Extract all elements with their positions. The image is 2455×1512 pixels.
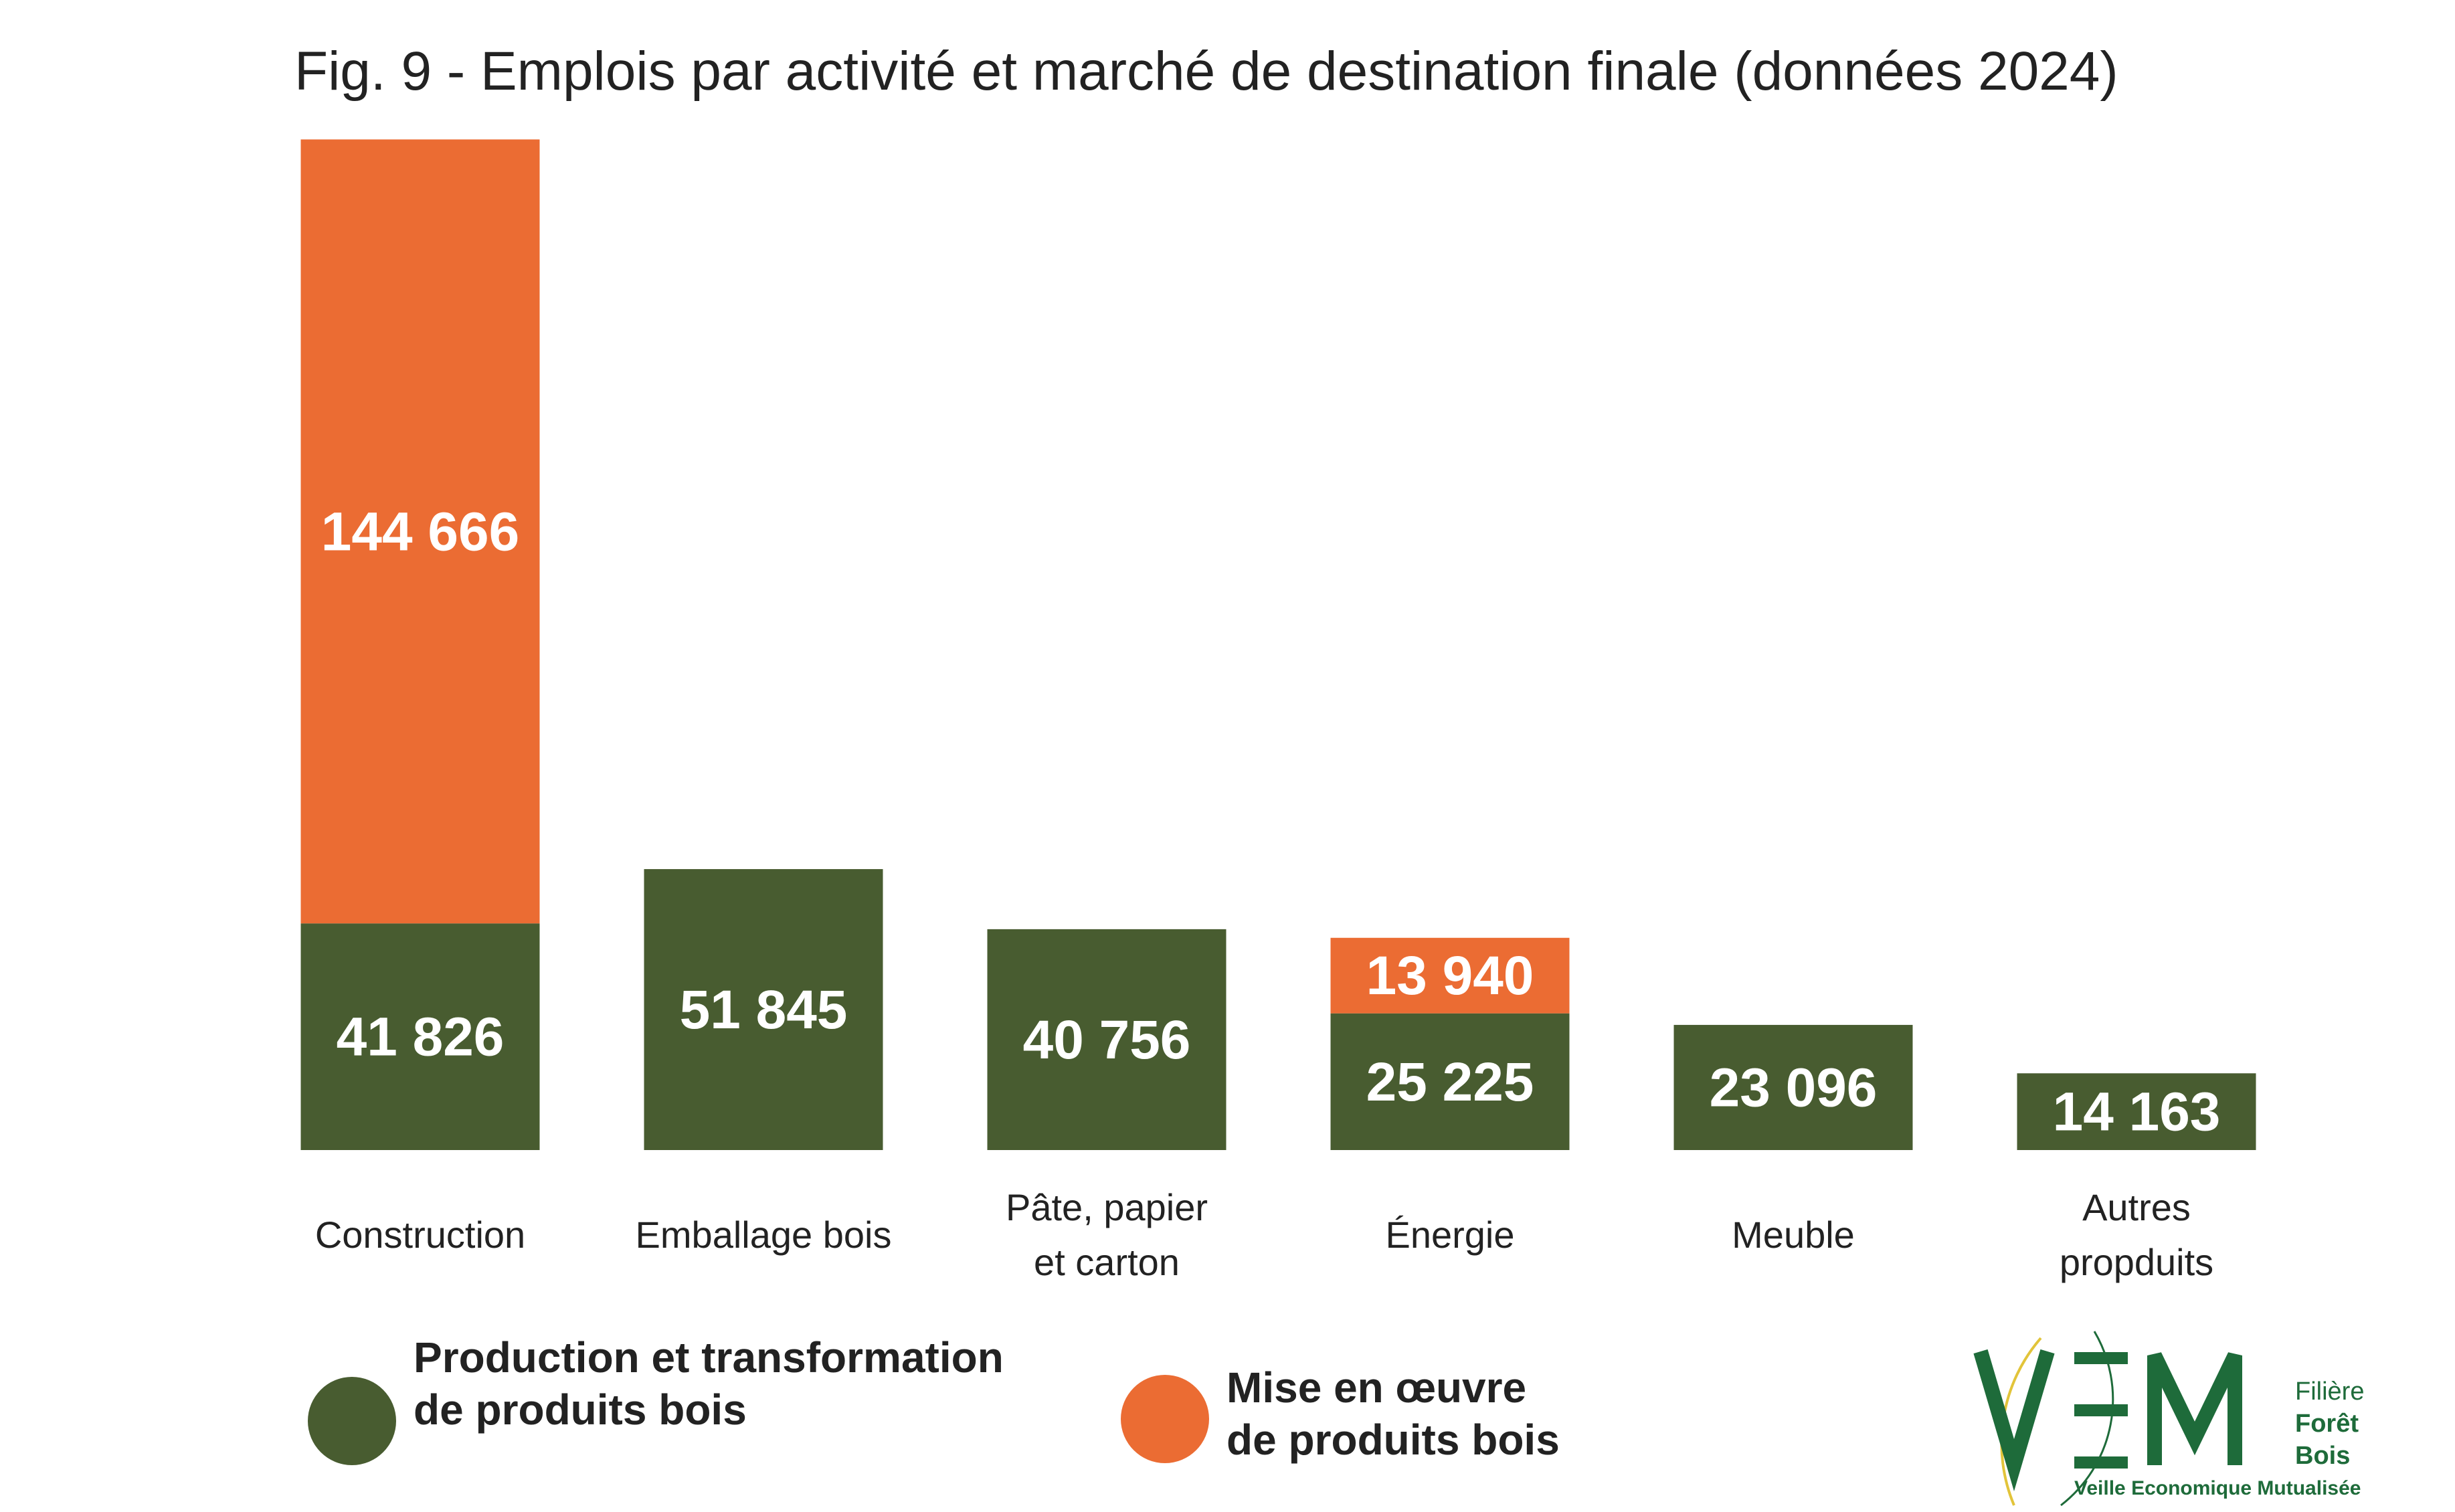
bar-production-2 [987, 929, 1226, 1150]
legend-label-mise-en-oeuvre: Mise en œuvre de produits bois [1226, 1363, 1560, 1464]
x-tick-label-0: Construction [315, 1214, 525, 1256]
vem-logo-mark [1973, 1331, 2242, 1507]
logo-side-text: Filière Forêt Bois [2295, 1378, 2365, 1470]
legend-swatch-production [308, 1377, 396, 1465]
data-label-production-1: 51 845 [680, 979, 848, 1040]
x-tick-label-3: Énergie [1385, 1214, 1514, 1256]
data-label-mise-en-oeuvre-0: 144 666 [321, 501, 519, 562]
data-label-production-2: 40 756 [1023, 1010, 1191, 1070]
data-label-production-5: 14 163 [2053, 1082, 2221, 1143]
legend-label-production: Production et transformation de produits… [414, 1333, 1004, 1434]
data-label-production-4: 23 096 [1710, 1057, 1878, 1118]
bar-production-5 [2017, 1073, 2256, 1150]
bar-production-0 [300, 923, 540, 1150]
logo-tagline: Veille Economique Mutualisée [2074, 1477, 2361, 1499]
bar-production-3 [1330, 1013, 1570, 1150]
legend-swatch-mise-en-oeuvre [1121, 1375, 1209, 1463]
x-tick-label-2-line-0: Pâte, papier [1006, 1186, 1208, 1228]
data-label-mise-en-oeuvre-3: 13 940 [1366, 945, 1534, 1006]
x-tick-label-2-line-1: et carton [1034, 1241, 1180, 1283]
x-tick-label-5-line-0: Autres [2082, 1186, 2191, 1228]
x-tick-label-1: Emballage bois [636, 1214, 892, 1256]
bar-production-1 [644, 869, 883, 1150]
chart-plot-area: 41 826 144 666 Construction 51 845 Emballage… [300, 139, 2256, 1283]
logo-letter-e [2074, 1352, 2128, 1469]
data-label-production-3: 25 225 [1366, 1052, 1534, 1113]
bar-mise-en-oeuvre-3 [1330, 937, 1570, 1014]
x-tick-label-4: Meuble [1732, 1214, 1855, 1256]
x-tick-label-5-line-1: propduits [2060, 1241, 2213, 1283]
bar-mise-en-oeuvre-0 [300, 139, 540, 924]
logo-letter-m [2147, 1352, 2242, 1465]
chart-title: Fig. 9 - Emplois par activité et marché … [294, 41, 2118, 102]
vem-logo: Filière Forêt Bois Veille Economique Mut… [1961, 1311, 2389, 1512]
logo-letter-v [1973, 1349, 2055, 1491]
bar-production-4 [1673, 1024, 1913, 1150]
data-label-production-0: 41 826 [337, 1007, 505, 1068]
